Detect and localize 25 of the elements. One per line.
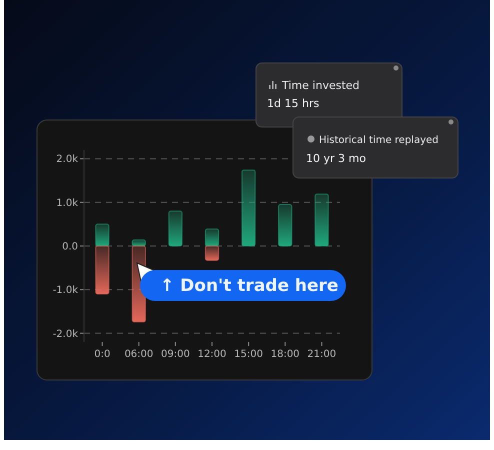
x-tick-label: 15:00 — [234, 349, 263, 360]
text: Time invested — [281, 79, 360, 92]
annotation: 10 yr 3 mo — [306, 152, 366, 165]
bar — [204, 246, 220, 261]
bar — [95, 246, 110, 294]
bar — [204, 228, 220, 246]
bar — [314, 194, 329, 246]
x-tick-label: 0:0 — [94, 349, 110, 360]
x-tick-label: 09:00 — [161, 349, 190, 360]
y-tick-label: -2.0k — [52, 328, 78, 340]
x-tick-label: 18:00 — [270, 349, 300, 360]
text: Historical time replayed — [319, 135, 439, 146]
y-tick-label: -1.0k — [52, 285, 78, 296]
x-tick-label: 06:00 — [124, 349, 154, 360]
y-tick-label: 1.0k — [56, 198, 78, 209]
y-tick-label: 0.0 — [62, 242, 78, 252]
bar — [241, 170, 256, 246]
x-tick-label: 12:00 — [198, 349, 226, 360]
x-tick-label: 21:00 — [307, 349, 336, 360]
bar — [278, 204, 292, 246]
text: 1d 15 hrs — [267, 97, 320, 110]
bar — [95, 224, 110, 246]
bar — [168, 210, 183, 246]
y-tick-label: 2.0k — [56, 154, 78, 166]
annotation: ↑ Don't trade here — [160, 276, 338, 296]
